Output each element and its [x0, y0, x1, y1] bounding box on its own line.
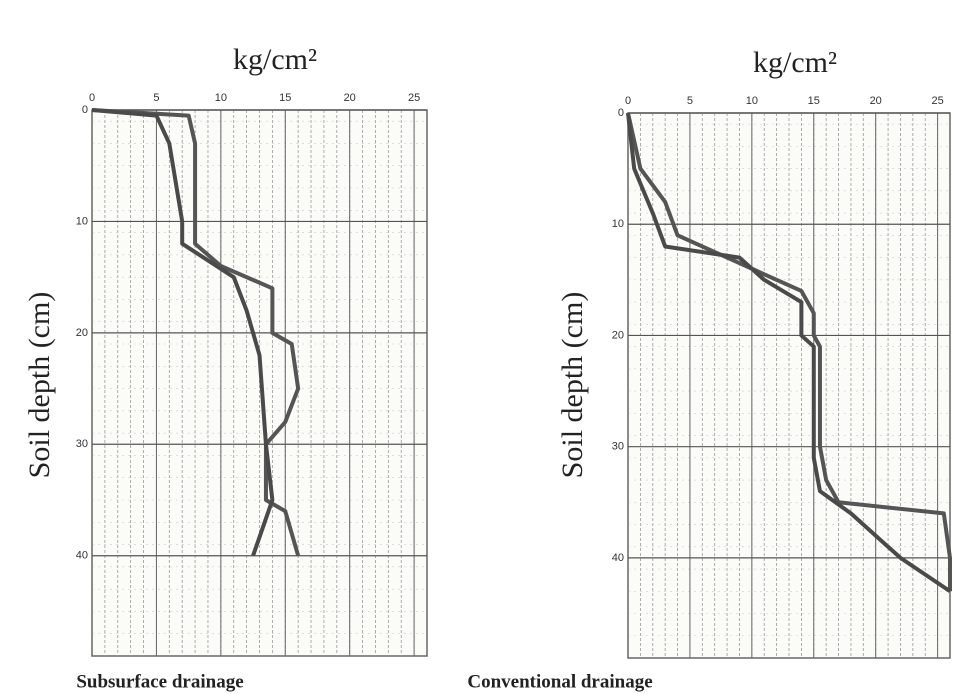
x-tick-label: 5: [153, 92, 159, 104]
caption: Conventional drainage: [467, 671, 652, 692]
y-tick-label: 10: [612, 218, 624, 230]
y-tick-label: 30: [612, 441, 624, 453]
y-tick-label: 30: [76, 438, 88, 450]
x-tick-label: 20: [344, 92, 356, 104]
chart-title: kg/cm²: [233, 43, 317, 76]
y-tick-label: 10: [76, 215, 88, 227]
line: [91, 108, 301, 557]
x-tick-label: 25: [931, 95, 943, 107]
x-tick-label: 10: [746, 95, 758, 107]
line: [626, 112, 952, 593]
x-tick-label: 15: [808, 95, 820, 107]
y-tick-label: 0: [82, 104, 88, 116]
y-tick-label: 20: [612, 329, 624, 341]
chart-title: kg/cm²: [753, 46, 837, 79]
x-tick-label: 25: [408, 92, 420, 104]
x-tick-label: 15: [279, 92, 291, 104]
line: [626, 112, 952, 592]
line: [91, 108, 275, 557]
y-axis-label: Soil depth (cm): [23, 292, 56, 479]
y-tick-label: 0: [618, 107, 624, 119]
y-tick-label: 20: [76, 327, 88, 339]
x-tick-label: 20: [870, 95, 882, 107]
x-tick-label: 10: [215, 92, 227, 104]
x-tick-label: 0: [89, 92, 95, 104]
y-tick-label: 40: [612, 552, 624, 564]
y-tick-label: 40: [76, 550, 88, 562]
x-tick-label: 5: [687, 95, 693, 107]
y-axis-label: Soil depth (cm): [556, 292, 589, 479]
x-tick-label: 0: [625, 95, 631, 107]
caption: Subsurface drainage: [76, 671, 243, 692]
